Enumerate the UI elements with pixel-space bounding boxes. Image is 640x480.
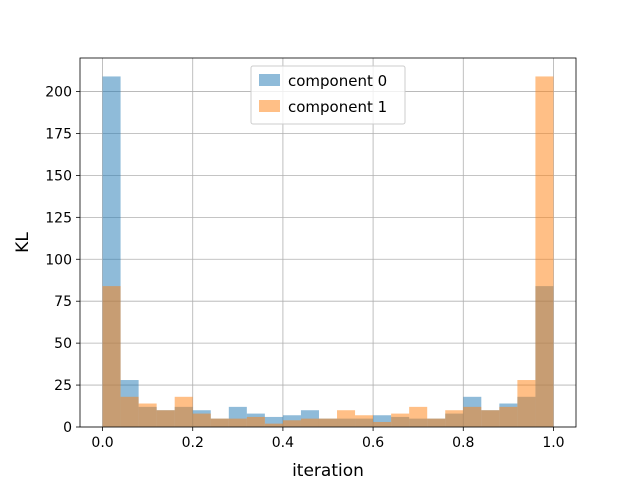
bar-component-1 [264,423,283,427]
bar-component-1 [463,406,482,427]
y-tick-label: 100 [45,252,72,268]
legend-box [250,65,406,125]
legend: component 0 component 1 [250,65,406,125]
bar-component-1 [517,380,536,427]
y-tick-label: 75 [54,294,72,310]
bar-component-1 [138,403,157,427]
bar-component-1 [120,396,139,427]
bar-component-1 [535,76,554,427]
bar-component-1 [481,410,500,427]
x-tick-label: 0.0 [91,435,113,451]
bar-component-1 [391,413,410,427]
bar-component-1 [318,418,338,427]
y-tick-label: 150 [45,168,72,184]
y-axis-label: KL [13,232,33,253]
legend-swatch [259,100,280,112]
y-tick-label: 50 [54,336,72,352]
bar-component-1 [445,410,464,427]
histogram-bars [102,76,554,427]
y-tick-label: 0 [63,420,72,436]
bar-component-1 [300,418,319,427]
y-tick-label: 25 [54,378,72,394]
axis-ticks: 0.0 0.2 0.4 0.6 0.8 1.0 0 25 50 75 100 125 150 175 200 [45,85,564,451]
bar-component-1 [355,415,374,427]
y-tick-label: 175 [45,126,72,142]
x-tick-label: 0.6 [362,435,384,451]
bar-component-1 [210,418,229,427]
legend-swatch [259,74,280,86]
bar-component-1 [156,410,175,427]
legend-label: component 0 [288,72,387,90]
x-axis-label: iteration [292,461,364,480]
x-tick-label: 0.2 [182,435,204,451]
bar-component-0 [373,415,392,427]
bar-component-1 [337,410,356,427]
bar-component-1 [427,418,446,427]
bar-component-1 [282,420,301,427]
x-tick-label: 0.4 [272,435,294,451]
x-tick-label: 0.8 [452,435,474,451]
x-tick-label: 1.0 [542,435,564,451]
bar-component-0 [264,416,283,427]
bar-component-1 [228,418,247,427]
bar-component-1 [246,416,265,427]
bar-component-1 [499,406,518,427]
y-tick-label: 125 [45,210,72,226]
bar-component-1 [192,413,211,427]
legend-label: component 1 [288,98,387,116]
bar-component-1 [102,286,121,427]
bar-component-1 [174,396,193,427]
bar-component-1 [373,421,392,427]
axes-frame [79,57,577,428]
y-tick-label: 200 [45,85,72,101]
bar-component-1 [409,406,428,427]
